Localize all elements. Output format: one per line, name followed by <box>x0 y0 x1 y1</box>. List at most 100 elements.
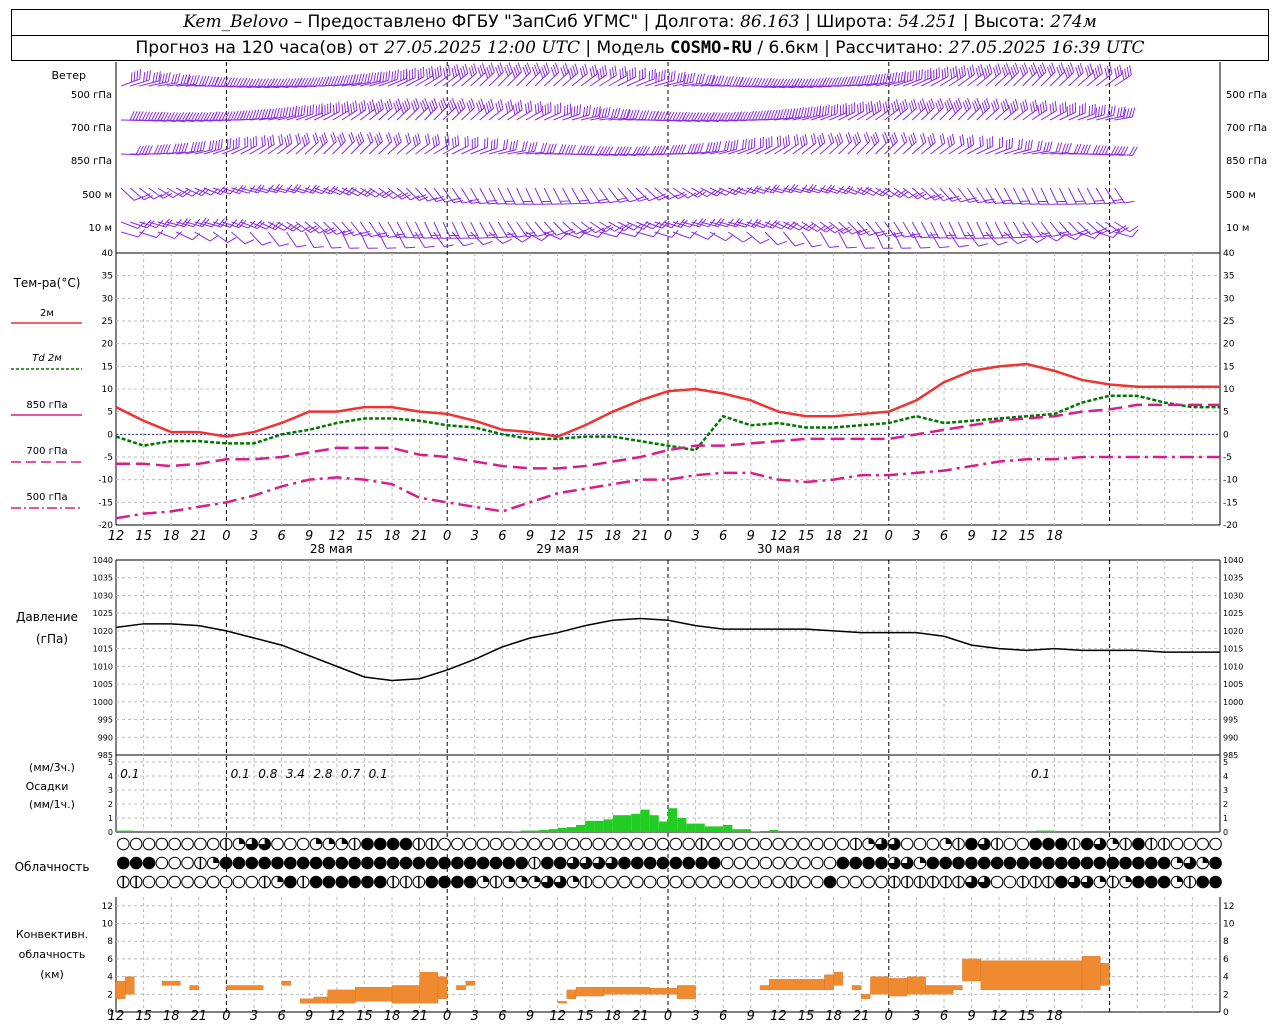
wind-barb <box>451 187 472 204</box>
wind-barb-staff <box>663 80 684 87</box>
wind-barb-feather <box>575 229 586 235</box>
wind-barb-feather <box>862 101 865 112</box>
wind-barb-staff <box>157 82 178 87</box>
wind-barb-feather <box>782 137 785 148</box>
cloud-cover-symbol <box>733 856 747 870</box>
wind-barb-feather <box>442 97 448 108</box>
wind-barb-feather <box>552 203 562 205</box>
wind-barb-staff <box>571 114 590 121</box>
wind-barb-staff <box>654 80 674 87</box>
wind-barb-staff <box>396 187 411 201</box>
wind-barb-staff <box>461 107 475 121</box>
wind-barb-feather <box>164 72 168 83</box>
wind-barb-staff <box>157 231 175 240</box>
wind-barb-feather <box>399 104 405 115</box>
wind-barb-feather <box>582 106 586 117</box>
wind-barb-feather <box>861 75 866 85</box>
precip-total-label: 0.8 <box>258 767 277 781</box>
precip-bar <box>658 821 668 832</box>
wind-barb <box>350 187 375 197</box>
wind-barb-feather <box>181 112 188 122</box>
wind-barb-feather <box>906 71 909 82</box>
wind-barb-feather <box>332 132 337 142</box>
wind-barb-feather <box>133 71 136 82</box>
wind-barb-feather <box>604 226 614 233</box>
wind-barb <box>985 63 1002 87</box>
wind-barb <box>957 64 975 87</box>
wind-barb-feather <box>286 135 290 146</box>
cloud-cover-symbol <box>451 856 464 870</box>
wind-barb-feather <box>229 77 235 87</box>
conv-cloud-layer <box>391 985 420 1004</box>
conv-x-tick: 0 <box>664 1009 672 1024</box>
wind-barb <box>608 66 627 87</box>
wind-barb-staff <box>378 187 394 199</box>
wind-barb-staff <box>424 221 433 239</box>
wind-barb-feather <box>267 137 270 148</box>
wind-barb-feather <box>864 75 869 85</box>
temp-tick-label: 35 <box>102 272 113 282</box>
wind-barb-feather <box>309 77 315 87</box>
cloud-cover-symbol <box>772 837 785 851</box>
wind-barb-feather <box>1126 66 1130 77</box>
wind-barb-feather <box>1032 235 1042 238</box>
wind-barb-feather <box>588 105 591 116</box>
cloud-fill <box>573 876 579 882</box>
wind-barb-feather <box>1097 106 1101 117</box>
cloud-fill <box>1125 876 1132 882</box>
wind-barb-feather <box>679 72 683 83</box>
wind-barb <box>645 69 666 87</box>
wind-barb-feather <box>930 71 932 82</box>
legend-td: Td 2м <box>32 353 62 364</box>
wind-barb <box>415 66 434 87</box>
precip-bar <box>1036 830 1055 832</box>
cloud-cover-symbol <box>463 856 477 870</box>
wind-barb-feather <box>677 218 685 227</box>
wind-barb <box>433 97 448 121</box>
wind-barb-feather <box>350 131 356 142</box>
wind-barb <box>212 138 232 155</box>
wind-barb <box>912 68 932 87</box>
wind-barb-feather <box>662 145 669 155</box>
wind-barb-feather <box>1073 143 1079 154</box>
pressure-tick-label-right: 1040 <box>1223 556 1243 565</box>
cloud-cover-symbol <box>245 875 259 889</box>
wind-barb-feather <box>765 138 768 149</box>
wind-barb-staff <box>856 221 870 236</box>
conv-cloud-layer <box>419 972 439 1004</box>
wind-barb-feather <box>595 227 605 234</box>
wind-barb-feather <box>135 145 141 155</box>
wind-barb-feather <box>1020 200 1030 202</box>
wind-barb-feather <box>951 133 955 144</box>
wind-barb-feather <box>449 100 455 110</box>
wind-barb-staff <box>709 187 727 196</box>
wind-barb-feather <box>883 247 893 249</box>
wind-barb <box>304 132 319 155</box>
wind-barb <box>921 98 935 121</box>
pressure-tick-label-right: 1010 <box>1223 662 1243 671</box>
wind-barb <box>626 67 646 87</box>
cloud-cover-symbol <box>618 856 631 870</box>
cloud-cover-symbol <box>566 837 580 851</box>
wind-barb-feather <box>272 78 279 88</box>
temp-x-tick: 3 <box>691 529 699 544</box>
cloud-cover-symbol <box>374 875 387 889</box>
wind-barb-feather <box>1067 64 1073 75</box>
wind-barb <box>157 187 182 199</box>
wind-barb <box>267 133 284 155</box>
wind-barb-feather <box>860 230 870 236</box>
wind-barb-feather <box>244 78 251 88</box>
wind-barb <box>461 98 476 121</box>
wind-barb-staff <box>948 74 966 87</box>
wind-barb-feather <box>189 75 194 86</box>
wind-barb-staff <box>847 221 861 236</box>
cloud-cover-symbol <box>720 837 734 851</box>
wind-barb-feather <box>865 131 871 142</box>
cloud-cover-symbol <box>284 837 297 851</box>
wind-barb <box>599 65 617 87</box>
wind-barb-feather <box>864 187 872 196</box>
wind-barb <box>994 221 1014 239</box>
wind-barb-staff <box>1031 71 1047 87</box>
wind-barb-staff <box>636 231 654 238</box>
wind-barb-feather <box>166 144 171 154</box>
